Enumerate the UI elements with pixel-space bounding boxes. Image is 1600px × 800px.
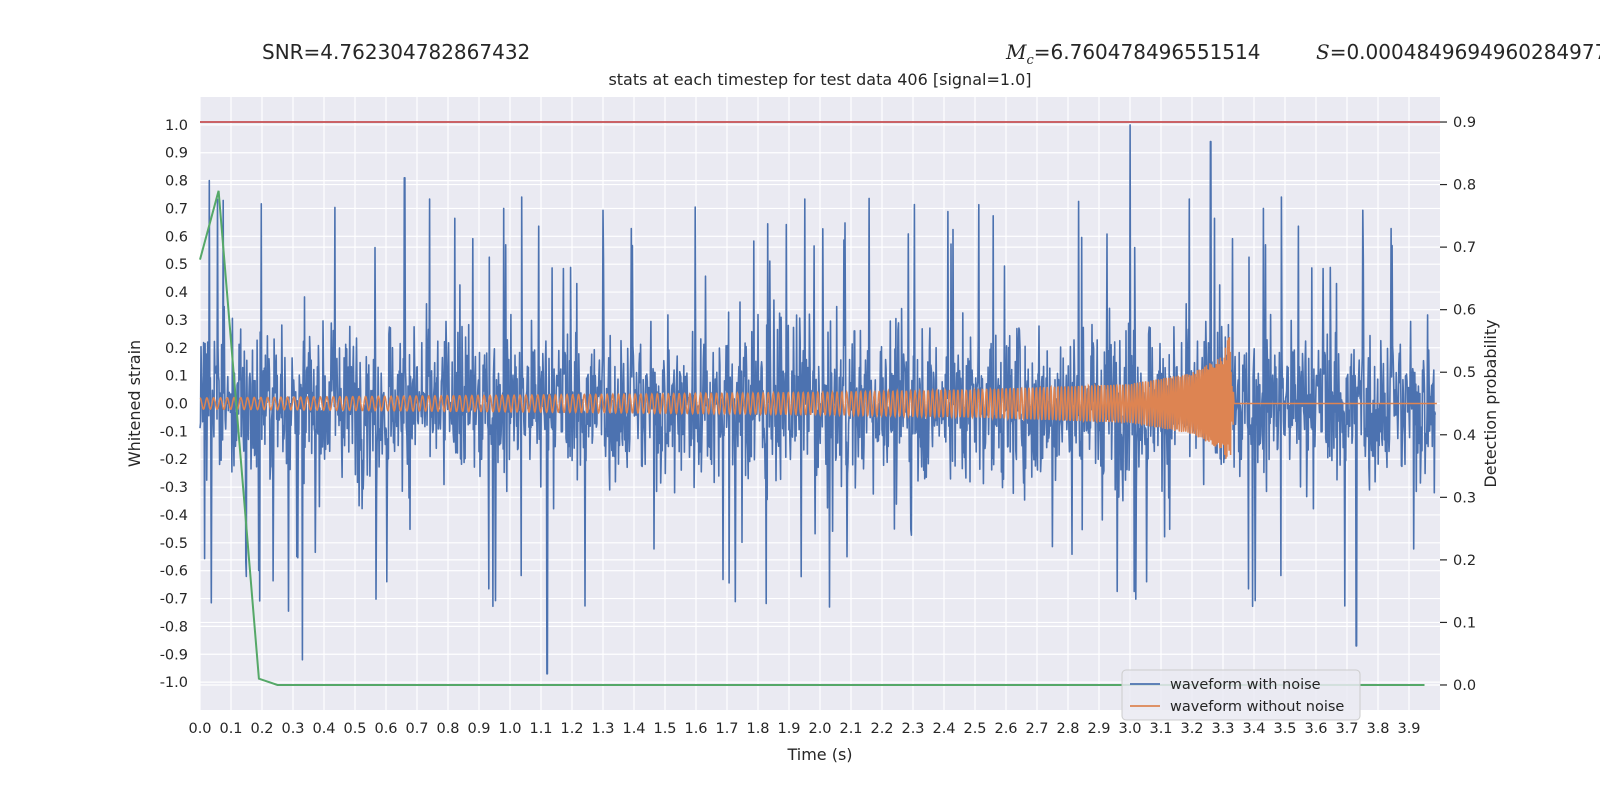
x-tick-label: 2.8	[1056, 721, 1079, 737]
x-tick-label: 1.2	[560, 721, 583, 737]
y-tick-label: 0.2	[165, 341, 188, 357]
y-tick-label: 0.9	[165, 146, 188, 162]
y-tick-label: -0.6	[160, 564, 188, 580]
y2-tick-label: 0.2	[1453, 553, 1476, 569]
x-tick-label: 2.5	[963, 721, 986, 737]
legend-label: waveform with noise	[1170, 677, 1321, 693]
y-tick-label: -1.0	[160, 675, 188, 691]
y-tick-label: 0.4	[165, 285, 188, 301]
y-tick-label: -0.2	[160, 452, 188, 468]
y-tick-label: 0.8	[165, 174, 188, 190]
series-waveform-without-noise	[199, 336, 1437, 459]
y-axis-ticks: 1.0 0.9 0.8 0.7 0.6 0.5 0.4 0.3 0.2 0.1 0.0 -0.1 -0.…	[160, 118, 188, 691]
y-tick-label: 0.0	[165, 397, 188, 413]
y2-tick-label: 0.3	[1453, 490, 1476, 506]
legend-label: waveform without noise	[1170, 699, 1344, 715]
y-tick-label: 0.5	[165, 257, 188, 273]
x-tick-label: 3.3	[1211, 721, 1234, 737]
x-tick-label: 0.8	[436, 721, 459, 737]
chirp-mass-label: Mc=6.760478496551514	[1006, 40, 1260, 68]
legend-box	[1121, 669, 1361, 721]
legend: waveform with noise waveform without nois…	[1121, 669, 1361, 721]
x-tick-label: 3.1	[1149, 721, 1172, 737]
y-tick-label: -0.9	[160, 647, 188, 663]
x-tick-label: 3.4	[1242, 721, 1265, 737]
x-tick-label: 3.5	[1273, 721, 1296, 737]
x-tick-label: 1.5	[653, 721, 676, 737]
y2-tick-label: 0.5	[1453, 365, 1476, 381]
y-tick-label: 0.7	[165, 201, 188, 217]
y2-tick-label: 0.4	[1453, 428, 1476, 444]
s-symbol: S	[1316, 40, 1330, 64]
x-tick-label: 0.4	[312, 721, 335, 737]
x-tick-label: 0.7	[405, 721, 428, 737]
y2-tick-label: 0.6	[1453, 303, 1476, 319]
x-tick-label: 2.3	[901, 721, 924, 737]
x-tick-label: 1.0	[498, 721, 521, 737]
series-detection-probability	[199, 190, 1425, 686]
x-tick-label: 2.2	[870, 721, 893, 737]
x-tick-label: 3.6	[1304, 721, 1327, 737]
x-tick-label: 3.9	[1397, 721, 1420, 737]
y2-axis-ticks: 0.9 0.8 0.7 0.6 0.5 0.4 0.3 0.2 0.1 0.0	[1440, 115, 1476, 694]
y-tick-label: -0.5	[160, 536, 188, 552]
x-tick-label: 0.1	[219, 721, 242, 737]
x-tick-label: 3.0	[1118, 721, 1141, 737]
y-tick-label: 0.6	[165, 229, 188, 245]
x-tick-label: 2.6	[994, 721, 1017, 737]
x-tick-label: 1.1	[529, 721, 552, 737]
x-tick-label: 0.0	[188, 721, 211, 737]
x-tick-label: 1.6	[684, 721, 707, 737]
x-tick-label: 0.3	[281, 721, 304, 737]
x-tick-label: 0.6	[374, 721, 397, 737]
y-tick-label: -0.3	[160, 480, 188, 496]
y2-axis-label: Detection probability	[1481, 319, 1500, 487]
x-tick-label: 1.7	[715, 721, 738, 737]
x-tick-label: 0.5	[343, 721, 366, 737]
y-tick-label: -0.1	[160, 424, 188, 440]
x-tick-label: 2.1	[839, 721, 862, 737]
x-tick-label: 2.9	[1087, 721, 1110, 737]
s-label: S=0.0004849694960284977	[1316, 40, 1600, 64]
y2-tick-label: 0.0	[1453, 678, 1476, 694]
y2-tick-label: 0.9	[1453, 115, 1476, 131]
y-tick-label: 0.1	[165, 369, 188, 385]
x-axis-ticks: 0.0 0.1 0.2 0.3 0.4 0.5 0.6 0.7 0.8 0.9 1.0 1.1 1.2 1…	[188, 721, 1420, 737]
x-tick-label: 0.9	[467, 721, 490, 737]
x-tick-label: 3.2	[1180, 721, 1203, 737]
y-axis-label: Whitened strain	[125, 340, 144, 467]
y-tick-label: 1.0	[165, 118, 188, 134]
chirp-mass-subscript: c	[1026, 53, 1034, 68]
x-tick-label: 1.3	[591, 721, 614, 737]
y2-tick-label: 0.1	[1453, 615, 1476, 631]
y-tick-label: -0.4	[160, 508, 188, 524]
y-tick-label: -0.7	[160, 592, 188, 608]
x-tick-label: 2.4	[932, 721, 955, 737]
snr-label: SNR=4.762304782867432	[262, 40, 531, 64]
x-tick-label: 2.7	[1025, 721, 1048, 737]
y2-tick-label: 0.8	[1453, 178, 1476, 194]
chirp-mass-symbol: M	[1006, 40, 1027, 64]
x-tick-label: 1.9	[777, 721, 800, 737]
y-tick-label: 0.3	[165, 313, 188, 329]
x-tick-label: 3.8	[1366, 721, 1389, 737]
chirp-mass-value: =6.760478496551514	[1033, 40, 1261, 64]
s-value: =0.0004849694960284977	[1329, 40, 1600, 64]
series-layer	[199, 121, 1440, 686]
y-tick-label: -0.8	[160, 619, 188, 635]
chart-title: stats at each timestep for test data 406…	[608, 70, 1032, 89]
x-tick-label: 3.7	[1335, 721, 1358, 737]
x-tick-label: 2.0	[808, 721, 831, 737]
x-tick-label: 1.4	[622, 721, 645, 737]
x-tick-label: 1.8	[746, 721, 769, 737]
y2-tick-label: 0.7	[1453, 240, 1476, 256]
x-axis-label: Time (s)	[786, 745, 852, 764]
x-tick-label: 0.2	[250, 721, 273, 737]
